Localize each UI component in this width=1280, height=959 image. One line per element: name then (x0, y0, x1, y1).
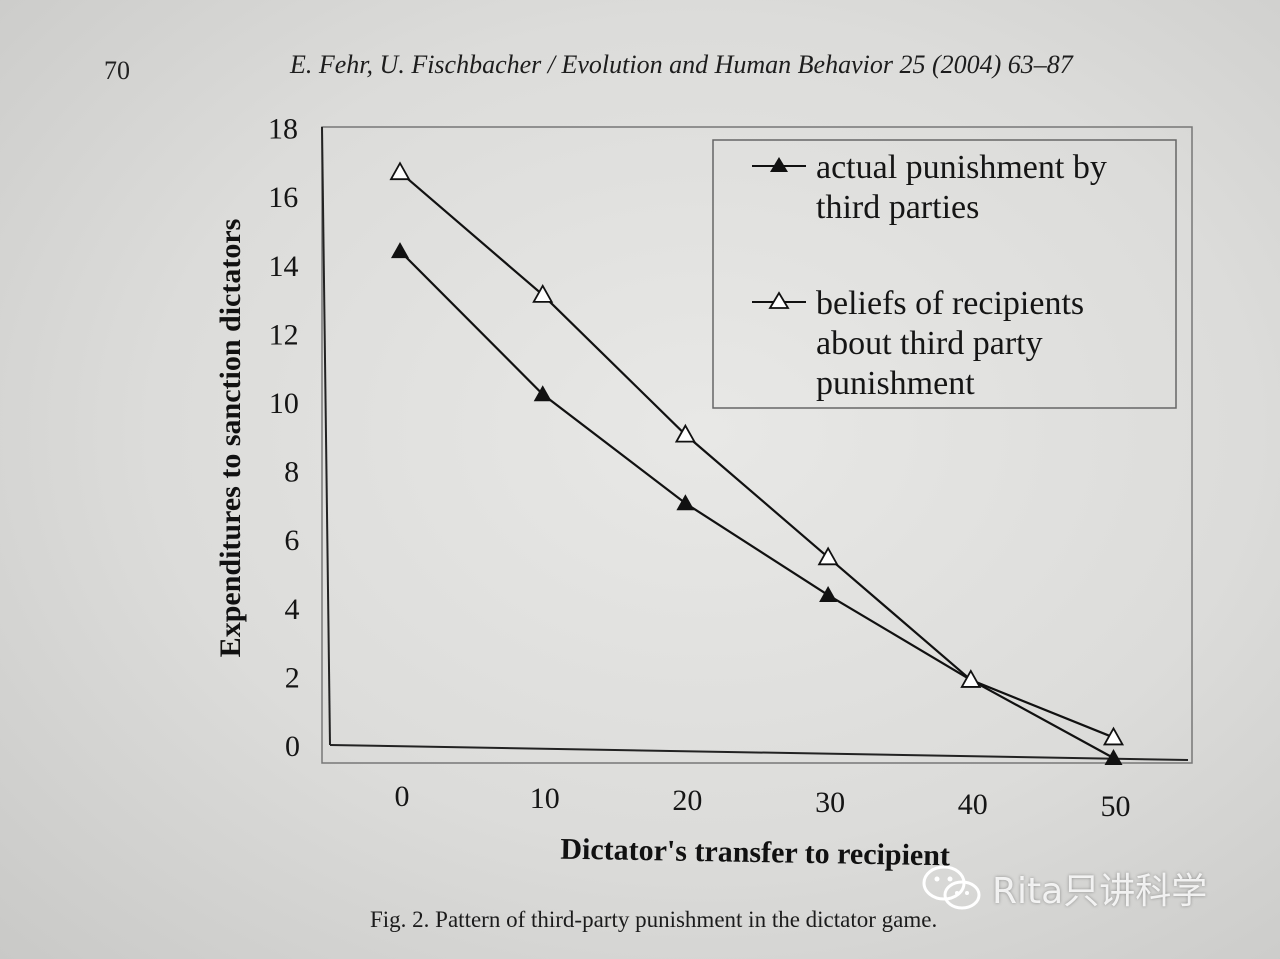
y-tick-label: 16 (268, 181, 298, 214)
x-tick-label: 40 (958, 788, 988, 821)
y-tick-label: 2 (285, 661, 300, 694)
data-point-beliefs (532, 284, 554, 303)
x-axis (329, 744, 1189, 761)
series-line-actual-punishment (399, 250, 1115, 759)
data-point-beliefs (674, 423, 696, 443)
legend-beliefs-line-1: beliefs of recipients (816, 285, 1084, 322)
y-axis-title: Expenditures to sanction dictators (214, 219, 247, 658)
data-point-beliefs (1102, 726, 1125, 746)
series-line-beliefs (399, 171, 1114, 739)
page-number: 70 (104, 56, 130, 85)
x-tick-label: 50 (1101, 790, 1131, 823)
y-tick-label: 10 (269, 387, 299, 420)
y-tick-label: 8 (284, 456, 299, 489)
x-tick-labels: 0 10 20 30 40 50 (395, 780, 1131, 823)
x-tick-label: 20 (672, 784, 702, 817)
y-tick-label: 4 (285, 593, 300, 626)
y-tick-label: 0 (285, 730, 300, 763)
legend: actual punishment by third parties belie… (712, 139, 1177, 409)
y-tick-label: 14 (268, 250, 298, 283)
watermark-text: Rita只讲科学 (992, 871, 1208, 912)
plot-frame (321, 126, 1193, 764)
running-header: E. Fehr, U. Fischbacher / Evolution and … (290, 50, 1073, 79)
y-tick-label: 18 (268, 113, 298, 146)
watermark: Rita只讲科学 (920, 862, 1207, 914)
legend-box (712, 139, 1177, 409)
legend-beliefs-line-2: about third party (816, 325, 1043, 362)
data-point-actual-punishment (1104, 749, 1123, 765)
x-tick-label: 30 (815, 786, 845, 819)
data-point-beliefs (960, 669, 982, 688)
legend-actual-line-2: third parties (816, 189, 979, 226)
figure-caption: Fig. 2. Pattern of third-party punishmen… (370, 907, 938, 932)
x-axis-title: Dictator's transfer to recipient (560, 833, 950, 873)
legend-beliefs-line-3: punishment (816, 365, 975, 402)
data-point-beliefs (389, 161, 411, 181)
legend-marker-actual (770, 157, 788, 172)
legend-actual-line-1: actual punishment by (816, 149, 1107, 186)
data-point-actual-punishment (819, 586, 838, 603)
series-layer (389, 161, 1125, 765)
y-tick-label: 6 (284, 524, 299, 557)
data-point-actual-punishment (676, 494, 695, 511)
wechat-logo-icon (922, 865, 981, 910)
data-point-actual-punishment (391, 242, 409, 259)
y-tick-labels: 0 2 4 6 8 10 12 14 16 18 (268, 113, 300, 763)
y-tick-label: 12 (269, 318, 299, 351)
x-tick-label: 10 (530, 782, 560, 815)
legend-marker-beliefs (768, 291, 790, 309)
data-point-beliefs (817, 546, 839, 566)
y-axis (321, 126, 331, 746)
x-tick-label: 0 (395, 780, 410, 813)
data-point-actual-punishment (533, 385, 552, 402)
